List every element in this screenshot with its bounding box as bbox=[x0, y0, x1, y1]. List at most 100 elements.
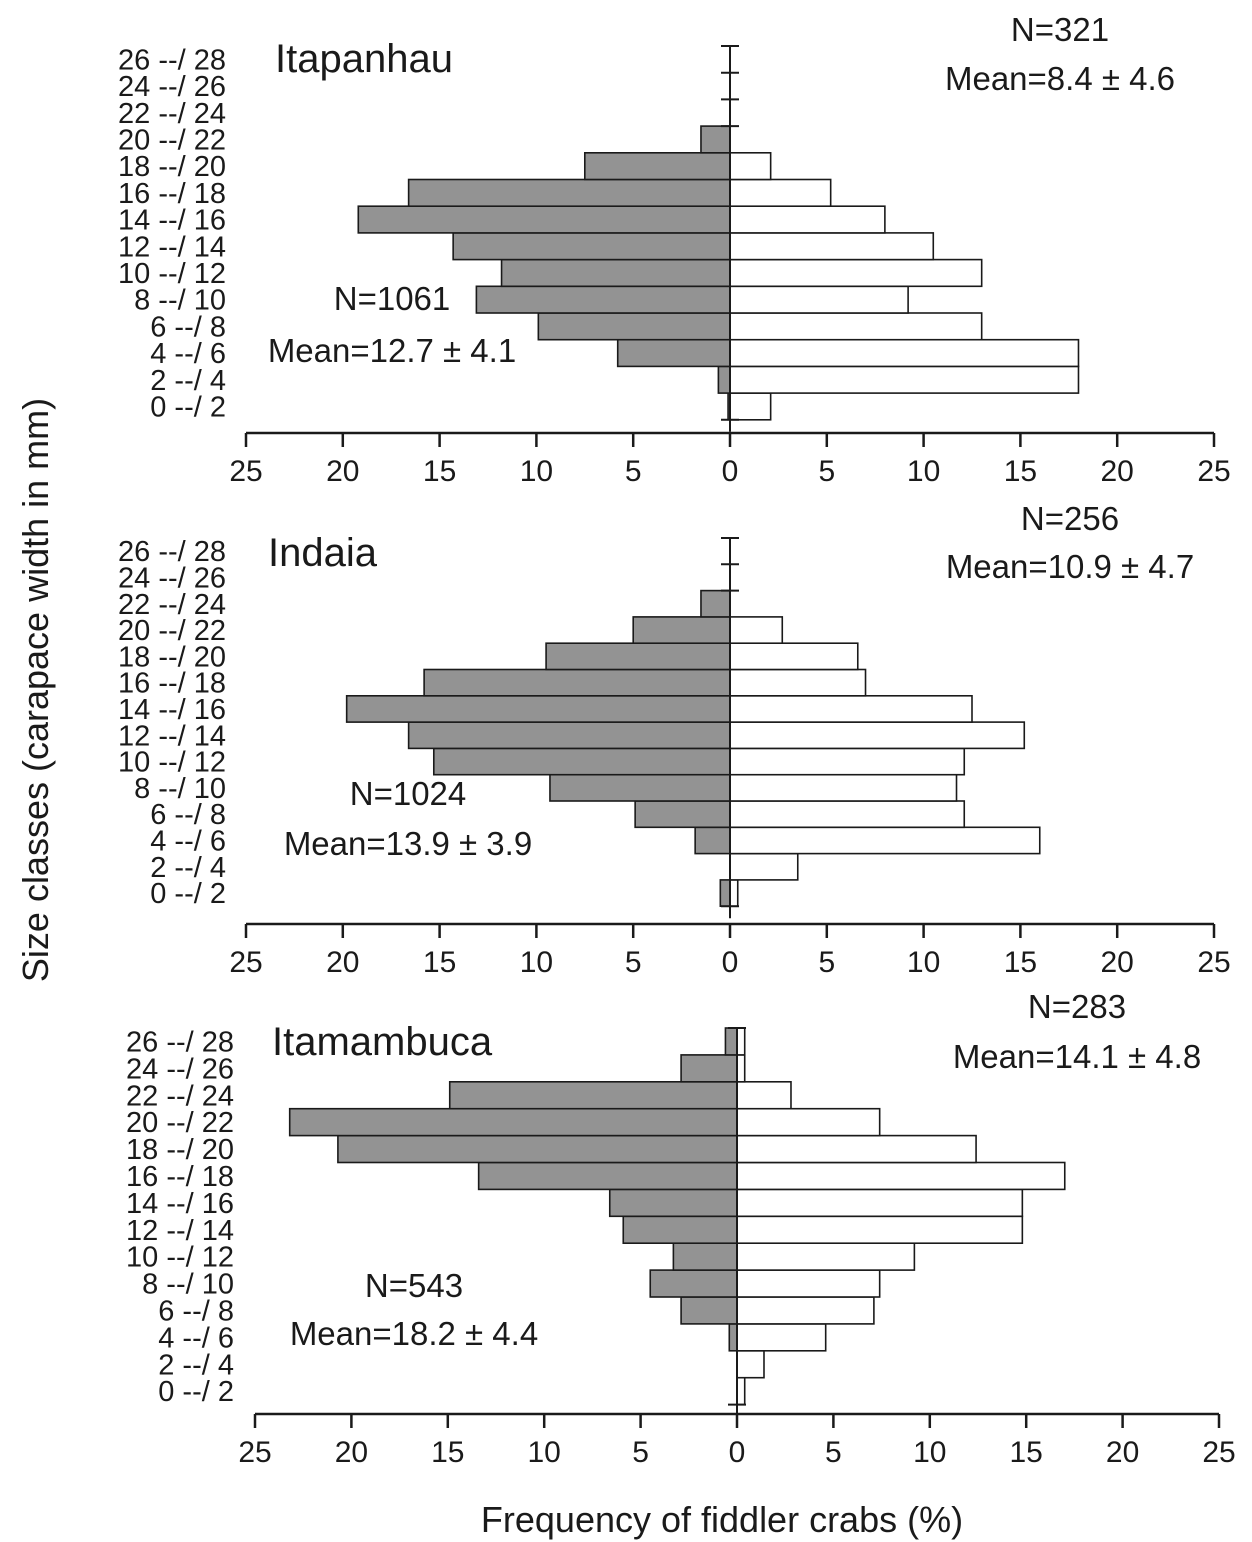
category-label: 12 --/ 14 bbox=[118, 231, 226, 263]
bar-left bbox=[672, 1242, 738, 1271]
category-label: 12 --/ 14 bbox=[126, 1215, 234, 1247]
bar-left bbox=[288, 1107, 738, 1137]
category-label: 20 --/ 22 bbox=[126, 1107, 234, 1139]
x-tick-label: 10 bbox=[520, 946, 553, 979]
x-tick-label: 15 bbox=[1010, 1436, 1043, 1469]
bar-left bbox=[622, 1215, 738, 1245]
category-label: 8 --/ 10 bbox=[134, 773, 226, 805]
category-label: 18 --/ 20 bbox=[118, 151, 226, 183]
category-label: 26 --/ 28 bbox=[126, 1026, 234, 1058]
x-tick-label: 20 bbox=[335, 1436, 368, 1469]
x-tick-label: 0 bbox=[722, 946, 739, 979]
bar-left bbox=[717, 365, 731, 394]
bar-left bbox=[537, 312, 731, 341]
x-tick-label: 10 bbox=[520, 455, 553, 488]
bar-right bbox=[729, 800, 966, 829]
bar-left bbox=[694, 826, 731, 855]
category-label: 20 --/ 22 bbox=[118, 615, 226, 647]
category-label: 24 --/ 26 bbox=[118, 562, 226, 594]
bar-right bbox=[729, 338, 1080, 368]
bar-left bbox=[337, 1134, 738, 1164]
x-tick-label: 5 bbox=[818, 946, 835, 979]
category-label: 24 --/ 26 bbox=[126, 1053, 234, 1085]
bar-right bbox=[736, 1296, 875, 1325]
bar-left bbox=[700, 125, 731, 154]
bar-left bbox=[475, 285, 731, 314]
x-tick-label: 5 bbox=[825, 1436, 842, 1469]
bar-left bbox=[345, 694, 731, 723]
bar-right bbox=[736, 1188, 1024, 1218]
bar-left bbox=[423, 668, 731, 697]
bar-left bbox=[545, 642, 731, 671]
bar-right bbox=[736, 1027, 746, 1056]
category-label: 10 --/ 12 bbox=[118, 258, 226, 290]
x-tick-label: 20 bbox=[326, 946, 359, 979]
bar-right bbox=[729, 365, 1080, 394]
x-tick-label: 5 bbox=[818, 455, 835, 488]
category-label: 14 --/ 16 bbox=[118, 694, 226, 726]
bar-left bbox=[728, 1323, 738, 1352]
category-label: 26 --/ 28 bbox=[118, 536, 226, 568]
category-label: 4 --/ 6 bbox=[150, 825, 226, 857]
bar-right bbox=[736, 1323, 827, 1352]
category-label: 0 --/ 2 bbox=[150, 878, 226, 910]
bar-left bbox=[634, 800, 731, 829]
category-label: 14 --/ 16 bbox=[126, 1188, 234, 1220]
left-n-label: N=543 bbox=[365, 1267, 463, 1304]
panel-title: Itapanhau bbox=[275, 37, 453, 81]
x-tick-label: 25 bbox=[229, 946, 262, 979]
category-label: 6 --/ 8 bbox=[150, 311, 226, 343]
bar-right bbox=[729, 721, 1026, 750]
category-label: 22 --/ 24 bbox=[126, 1080, 234, 1112]
bar-left bbox=[608, 1188, 738, 1218]
category-label: 24 --/ 26 bbox=[118, 71, 226, 103]
right-mean-label: Mean=10.9 ± 4.7 bbox=[946, 548, 1194, 585]
left-n-label: N=1061 bbox=[334, 280, 451, 317]
bar-right bbox=[729, 258, 983, 288]
x-axis-title: Frequency of fiddler crabs (%) bbox=[481, 1499, 963, 1540]
x-tick-label: 25 bbox=[1197, 946, 1230, 979]
x-tick-label: 25 bbox=[238, 1436, 271, 1469]
category-label: 10 --/ 12 bbox=[118, 747, 226, 779]
bar-right bbox=[729, 152, 772, 181]
panel-2: Indaia 0 --/ 22 --/ 44 --/ 66 --/ 88 --/ … bbox=[118, 500, 1231, 979]
right-n-label: N=321 bbox=[1011, 11, 1109, 48]
bar-right bbox=[729, 232, 935, 261]
x-tick-label: 25 bbox=[229, 455, 262, 488]
category-label: 26 --/ 28 bbox=[118, 44, 226, 76]
category-label: 22 --/ 24 bbox=[118, 98, 226, 130]
category-label: 22 --/ 24 bbox=[118, 589, 226, 621]
bar-left bbox=[583, 152, 731, 181]
x-tick-label: 0 bbox=[729, 1436, 746, 1469]
bar-left bbox=[407, 178, 731, 208]
bar-right bbox=[729, 879, 739, 908]
x-tick-label: 15 bbox=[431, 1436, 464, 1469]
right-mean-label: Mean=8.4 ± 4.6 bbox=[945, 60, 1175, 97]
bar-left bbox=[632, 616, 731, 645]
category-label: 16 --/ 18 bbox=[126, 1161, 234, 1193]
category-label: 12 --/ 14 bbox=[118, 720, 226, 752]
bar-left bbox=[357, 205, 731, 234]
x-tick-label: 10 bbox=[913, 1436, 946, 1469]
bar-right bbox=[729, 773, 958, 802]
x-tick-label: 20 bbox=[1101, 946, 1134, 979]
bar-left bbox=[680, 1296, 738, 1325]
left-mean-label: Mean=13.9 ± 3.9 bbox=[284, 825, 532, 862]
bar-right bbox=[736, 1107, 881, 1137]
bar-left bbox=[680, 1054, 738, 1083]
category-label: 4 --/ 6 bbox=[150, 338, 226, 370]
bar-left bbox=[448, 1081, 738, 1110]
right-mean-label: Mean=14.1 ± 4.8 bbox=[953, 1038, 1201, 1075]
x-tick-label: 5 bbox=[625, 455, 642, 488]
category-label: 6 --/ 8 bbox=[158, 1295, 234, 1327]
x-tick-label: 15 bbox=[423, 455, 456, 488]
category-label: 8 --/ 10 bbox=[142, 1269, 234, 1301]
bar-right bbox=[729, 747, 966, 776]
left-mean-label: Mean=12.7 ± 4.1 bbox=[268, 332, 516, 369]
x-tick-label: 5 bbox=[632, 1436, 649, 1469]
category-label: 10 --/ 12 bbox=[126, 1242, 234, 1274]
x-tick-label: 15 bbox=[1004, 946, 1037, 979]
y-axis-title: Size classes (carapace width in mm) bbox=[15, 398, 56, 982]
